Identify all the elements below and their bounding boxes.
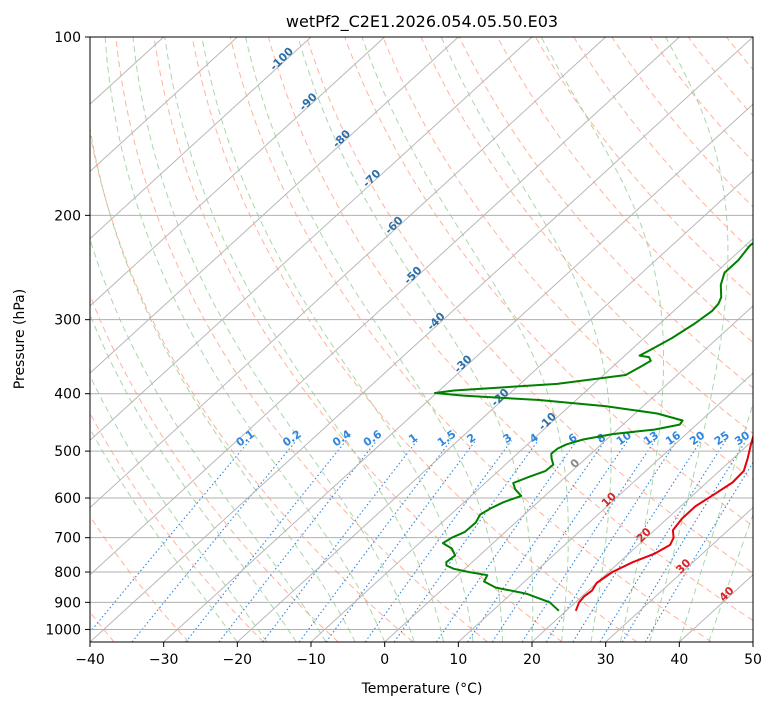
dry-adiabat-line [496, 37, 753, 344]
mixing-ratio-line [599, 440, 727, 642]
x-tick-label: −20 [223, 652, 253, 668]
moist-adiabat-line [90, 125, 356, 642]
y-axis-ticks: 100 200 300 400 500 600 700 800 900 1000 [45, 30, 90, 638]
isotherm-line [310, 237, 753, 642]
moist-adiabat-line [649, 37, 729, 642]
dry-adiabat-line [90, 412, 264, 642]
isotherm-line [384, 305, 753, 642]
x-tick-label: −30 [149, 652, 179, 668]
y-tick-label: 1000 [45, 622, 81, 638]
moist-adiabat-line [164, 37, 445, 642]
x-tick-label: −10 [296, 652, 326, 668]
mixing-ratio-line [131, 440, 297, 642]
chart-title: wetPf2_C2E1.2026.054.05.50.E03 [286, 12, 558, 32]
plot-frame [89, 36, 754, 643]
mixing-ratio-line [325, 440, 476, 642]
mixing-ratio-line [621, 440, 747, 642]
isotherm-line [531, 439, 753, 642]
moist-adiabat-line [245, 37, 503, 642]
y-tick-label: 400 [54, 387, 81, 403]
mixing-ratio-line [644, 461, 753, 642]
temperature-profile-line [574, 431, 753, 612]
isotherm-line [90, 37, 680, 576]
isotherm-line [90, 37, 607, 509]
x-tick-label: 10 [449, 652, 467, 668]
moist-adiabat-line [708, 513, 753, 642]
moist-adiabat-line [90, 313, 297, 642]
moist-adiabat-line [90, 237, 327, 642]
x-tick-label: 0 [380, 652, 389, 668]
isotherm-line [236, 170, 753, 642]
dry-adiabat-line [268, 37, 753, 622]
moist-adiabat-line [678, 401, 753, 642]
dry-adiabat-line [90, 515, 190, 642]
dry-adiabat-line [382, 37, 753, 481]
isotherm-line [90, 37, 312, 240]
profile-series [434, 241, 753, 612]
plot-area: 0.1 0.2 0.4 0.6 1 1.5 2 3 4 6 8 10 13 16 20 25 30-100-90… [90, 37, 753, 642]
moist-adiabat-line [201, 37, 474, 642]
mixing-ratio-line [545, 440, 678, 642]
pressure-gridlines [90, 37, 753, 630]
moist-adiabat-line [104, 37, 386, 642]
y-tick-label: 800 [54, 565, 81, 581]
moist-adiabat-line [90, 374, 268, 642]
isotherm-line [90, 37, 386, 307]
dewpoint-profile-line [434, 241, 753, 612]
x-tick-label: 20 [523, 652, 541, 668]
mixing-ratio-line [218, 440, 378, 642]
dry-adiabat-line [115, 37, 488, 642]
moist-adiabats [90, 37, 753, 642]
mixing-ratio-line [521, 440, 656, 642]
isotherm-line [90, 37, 753, 642]
y-tick-label: 200 [54, 208, 81, 224]
skewed-isotherms [90, 37, 753, 642]
y-tick-label: 700 [54, 531, 81, 547]
y-tick-label: 100 [54, 30, 81, 46]
moist-adiabat-line [540, 37, 664, 642]
moist-adiabat-line [90, 427, 238, 642]
dry-adiabats [90, 37, 753, 642]
x-axis-ticks: −40 −30 −20 −10 0 10 20 30 40 50 [75, 642, 762, 668]
isotherm-line [90, 37, 459, 374]
dry-adiabat-line [153, 37, 563, 642]
isotherm-line [457, 372, 753, 642]
isotherm-line [605, 506, 753, 642]
y-tick-label: 300 [54, 313, 81, 329]
mixing-ratio-lines [90, 440, 753, 642]
mixing-ratio-line [467, 440, 606, 642]
dry-adiabat-line [535, 37, 753, 298]
moist-adiabat-line [297, 37, 534, 642]
mixing-ratio-line [572, 440, 702, 642]
y-tick-label: 500 [54, 444, 81, 460]
moist-adiabat-line [361, 37, 569, 642]
isotherm-line [90, 37, 533, 442]
y-tick-label: 900 [54, 595, 81, 611]
dry-adiabat-line [90, 131, 414, 642]
mixing-ratio-line [90, 440, 251, 633]
dry-adiabat-line [306, 37, 753, 574]
mixing-ratio-line [435, 440, 578, 642]
isotherm-line [90, 37, 238, 173]
y-tick-label: 600 [54, 491, 81, 507]
mixing-ratio-line [491, 440, 629, 642]
isotherm-line [163, 103, 753, 642]
x-tick-label: 40 [670, 652, 688, 668]
x-tick-label: 50 [744, 652, 762, 668]
mixing-ratio-line [364, 440, 512, 642]
moist-adiabat-line [440, 37, 612, 642]
x-tick-label: 30 [597, 652, 615, 668]
y-axis-title: Pressure (hPa) [12, 289, 28, 389]
x-tick-label: −40 [75, 652, 105, 668]
x-axis-title: Temperature (°C) [361, 681, 483, 697]
